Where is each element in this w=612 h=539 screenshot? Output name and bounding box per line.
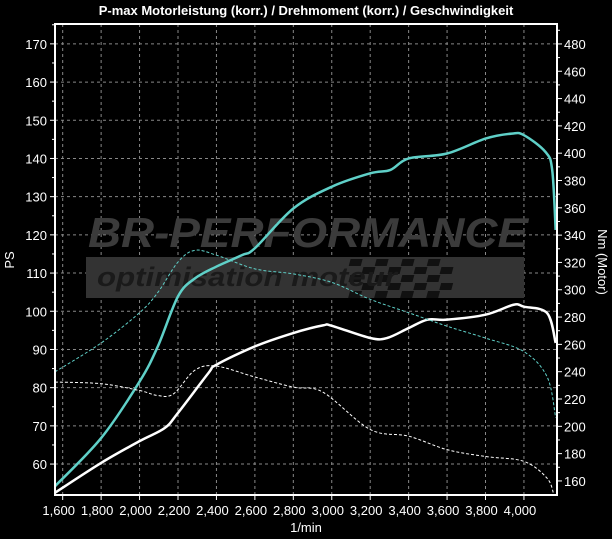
power-curve-white xyxy=(54,303,557,494)
y-tick-label-left: 160 xyxy=(25,75,47,90)
y-tick-label-left: 120 xyxy=(25,228,47,243)
y-axis-label-left: PS xyxy=(2,251,17,269)
flag-square xyxy=(413,267,428,274)
y-tick-label-left: 150 xyxy=(25,113,47,128)
x-tick-label: 3,400 xyxy=(388,503,421,518)
x-tick-label: 3,000 xyxy=(311,503,344,518)
y-tick-label-left: 90 xyxy=(33,342,47,357)
x-tick-label: 2,000 xyxy=(119,503,152,518)
flag-square xyxy=(400,259,415,266)
y-tick-label-left: 130 xyxy=(25,190,47,205)
y-tick-label-right: 320 xyxy=(564,255,586,270)
y-tick-label-right: 200 xyxy=(564,419,586,434)
y-tick-label-right: 420 xyxy=(564,119,586,134)
ticks: 1,600 1,800 2,000 2,200 2,400 2,600 2,800 3,000… xyxy=(25,24,586,518)
flag-square xyxy=(361,267,376,274)
torque-curve-cyan xyxy=(54,249,557,418)
power-curve-cyan xyxy=(54,131,557,488)
y-tick-label-left: 100 xyxy=(25,304,47,319)
y-tick-label-right: 400 xyxy=(564,146,586,161)
y-tick-label-right: 440 xyxy=(564,92,586,107)
y-tick-label-right: 180 xyxy=(564,447,586,462)
flag-square xyxy=(426,259,441,266)
watermark-tagline: optimisation moteur xyxy=(97,262,399,292)
y-tick-label-left: 70 xyxy=(33,419,47,434)
y-tick-label-right: 480 xyxy=(564,37,586,52)
x-tick-label: 3,800 xyxy=(465,503,498,518)
torque-curve-white xyxy=(54,365,555,496)
y-tick-label-left: 140 xyxy=(25,151,47,166)
x-tick-label: 3,200 xyxy=(350,503,383,518)
flag-square xyxy=(348,259,363,266)
flag-square xyxy=(439,283,454,290)
x-tick-label: 2,400 xyxy=(196,503,229,518)
y-tick-label-right: 340 xyxy=(564,228,586,243)
x-axis-label: 1/min xyxy=(290,520,322,535)
y-tick-label-right: 160 xyxy=(564,474,586,489)
y-tick-label-right: 240 xyxy=(564,365,586,380)
flag-square xyxy=(374,259,389,266)
x-tick-label: 2,200 xyxy=(158,503,191,518)
y-tick-label-left: 60 xyxy=(33,457,47,472)
watermark-brand: BR-PERFORMANCE xyxy=(88,209,530,256)
flag-square xyxy=(400,275,415,282)
y-tick-label-right: 260 xyxy=(564,337,586,352)
y-tick-label-right: 360 xyxy=(564,201,586,216)
flag-square xyxy=(348,275,363,282)
x-tick-label: 2,800 xyxy=(273,503,306,518)
x-tick-label: 2,600 xyxy=(235,503,268,518)
y-tick-label-right: 380 xyxy=(564,173,586,188)
chart-title: P-max Motorleistung (korr.) / Drehmoment… xyxy=(99,3,514,18)
watermark: BR-PERFORMANCE optimisation moteur xyxy=(86,209,530,298)
y-tick-label-left: 110 xyxy=(26,266,47,281)
y-tick-label-left: 80 xyxy=(33,381,47,396)
y-tick-label-right: 460 xyxy=(564,64,586,79)
flag-square xyxy=(387,267,402,274)
x-tick-label: 1,600 xyxy=(42,503,75,518)
flag-square xyxy=(413,283,428,290)
y-tick-label-right: 220 xyxy=(564,392,586,407)
plot-frame xyxy=(54,23,558,496)
flag-square xyxy=(387,283,402,290)
flag-square xyxy=(426,291,441,298)
y-tick-label-left: 170 xyxy=(25,37,47,52)
y-axis-label-right: Nm (Motor) xyxy=(595,229,610,295)
y-tick-label-right: 280 xyxy=(564,310,586,325)
series-group xyxy=(54,131,557,496)
x-tick-label: 4,000 xyxy=(504,503,537,518)
flag-square xyxy=(439,267,454,274)
flag-square xyxy=(361,283,376,290)
x-tick-label: 1,800 xyxy=(81,503,114,518)
flag-square xyxy=(348,291,363,298)
flag-square xyxy=(400,291,415,298)
flag-square xyxy=(374,275,389,282)
checkered-flag-icon xyxy=(348,259,454,298)
flag-square xyxy=(374,291,389,298)
x-tick-label: 3,600 xyxy=(427,503,460,518)
flag-square xyxy=(426,275,441,282)
y-tick-label-right: 300 xyxy=(564,283,586,298)
